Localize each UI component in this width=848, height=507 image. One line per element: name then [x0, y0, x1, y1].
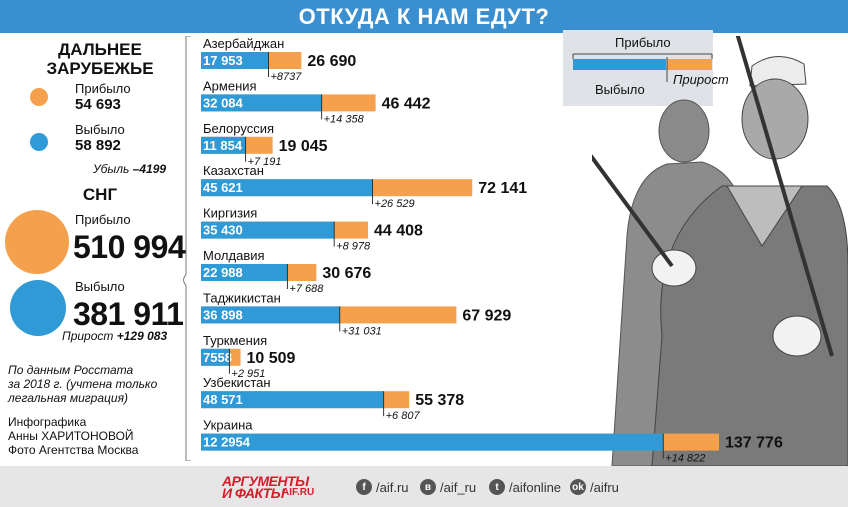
arrived-value-label: 26 690 [307, 53, 356, 70]
cis-heading: СНГ [82, 185, 118, 204]
cis-net: Прирост +129 083 [62, 329, 168, 343]
cis-left-value: 381 911 [73, 296, 184, 332]
country-label: Узбекистан [203, 375, 271, 390]
country-label: Украина [203, 418, 253, 433]
legend-arrived-swatch [667, 59, 712, 70]
social-odnoklassniki[interactable]: ok /aifru [570, 478, 619, 496]
far-abroad-left-value: 58 892 [75, 137, 121, 154]
left-value-label: 17 953 [203, 53, 243, 68]
cis-left-circle-icon [10, 280, 66, 336]
left-bar [201, 136, 246, 154]
page-title: ОТКУДА К НАМ ЕДУТ? [0, 0, 848, 33]
left-value-label: 36 898 [203, 307, 243, 322]
left-value-label: 7558 [203, 350, 232, 365]
cis-left-label: Выбыло [75, 279, 125, 294]
footer: АРГУМЕНТЫ И ФАКТЫ AIF.RU f /aif.ru в /ai… [0, 466, 848, 507]
arrived-value-label: 46 442 [382, 95, 431, 112]
country-label: Киргизия [203, 206, 257, 221]
aif-logo-domain: AIF.RU [282, 487, 315, 498]
left-value-label: 45 621 [203, 180, 243, 195]
left-bar [201, 179, 373, 197]
growth-value-label: +6 807 [386, 410, 421, 422]
left-bar [201, 264, 288, 281]
cis-arrived-label: Прибыло [75, 212, 131, 227]
far-abroad-net: Убыль –4199 [93, 162, 167, 176]
social-twitter[interactable]: t /aifonline [489, 478, 561, 496]
arrived-value-label: 72 141 [478, 180, 527, 197]
far-abroad-arrived-value: 54 693 [75, 96, 121, 113]
social-vk[interactable]: в /aif_ru [420, 478, 476, 496]
growth-value-label: +8 978 [336, 241, 371, 253]
credits: Инфографика Анны ХАРИТОНОВОЙ Фото Агентс… [8, 415, 139, 457]
arrived-value-label: 10 509 [247, 350, 296, 367]
arrived-value-label: 67 929 [462, 307, 511, 324]
growth-value-label: +2 951 [231, 368, 265, 380]
legend-sample-bars [572, 53, 713, 82]
left-bar [201, 433, 664, 451]
facebook-icon: f [356, 479, 372, 495]
source-note: По данным Росстата за 2018 г. (учтена то… [8, 363, 158, 405]
country-label: Белоруссия [203, 121, 274, 136]
cis-arrived-value: 510 994 [73, 229, 186, 265]
left-value-label: 32 084 [203, 95, 244, 110]
twitter-icon: t [489, 479, 505, 495]
growth-value-label: +8737 [270, 71, 302, 83]
arrived-value-label: 19 045 [279, 138, 328, 155]
growth-value-label: +14 822 [665, 453, 705, 465]
country-label: Туркмения [203, 333, 267, 348]
growth-value-label: +26 529 [375, 198, 415, 210]
workers-photo [592, 36, 848, 466]
far-abroad-heading: ДАЛЬНЕЕ ЗАРУБЕЖЬЕ [46, 40, 154, 78]
far-abroad-arrived-label: Прибыло [75, 81, 131, 96]
legend: Прибыло Выбыло Прирост [563, 30, 729, 106]
left-bar [201, 221, 335, 239]
country-label: Казахстан [203, 163, 264, 178]
country-label: Армения [203, 78, 257, 93]
aif-logo: АРГУМЕНТЫ И ФАКТЫ [222, 473, 309, 501]
summary-panel: ДАЛЬНЕЕ ЗАРУБЕЖЬЕ Прибыло 54 693 Выбыло … [0, 33, 190, 465]
left-bar [201, 52, 269, 69]
growth-value-label: +14 358 [324, 113, 365, 125]
far-abroad-left-label: Выбыло [75, 122, 125, 137]
arrived-value-label: 137 776 [725, 435, 783, 452]
growth-value-label: +7 688 [289, 283, 324, 295]
left-value-label: 22 988 [203, 265, 243, 280]
legend-left-swatch [573, 59, 666, 70]
legend-left-label: Выбыло [595, 82, 645, 97]
arrived-value-label: 44 408 [374, 223, 423, 240]
social-facebook[interactable]: f /aif.ru [356, 478, 409, 496]
left-bar [201, 306, 340, 324]
left-dot-icon [30, 133, 48, 151]
country-label: Азербайджан [203, 36, 284, 51]
left-value-label: 35 430 [203, 223, 243, 238]
left-value-label: 12 2954 [203, 435, 251, 450]
legend-growth-label: Прирост [673, 72, 729, 87]
cis-arrived-circle-icon [5, 210, 69, 274]
left-bar [201, 348, 230, 366]
legend-arrived-label: Прибыло [615, 35, 671, 50]
left-value-label: 11 854 [203, 138, 243, 153]
growth-value-label: +7 191 [248, 156, 282, 168]
arrived-value-label: 30 676 [322, 265, 371, 282]
country-label: Молдавия [203, 248, 265, 263]
left-bar [201, 94, 322, 112]
odnoklassniki-icon: ok [570, 479, 586, 495]
left-bar [201, 391, 384, 409]
arrived-dot-icon [30, 88, 48, 106]
country-label: Таджикистан [203, 290, 281, 305]
vk-icon: в [420, 479, 436, 495]
growth-value-label: +31 031 [342, 325, 382, 337]
left-value-label: 48 571 [203, 392, 243, 407]
arrived-value-label: 55 378 [415, 392, 464, 409]
